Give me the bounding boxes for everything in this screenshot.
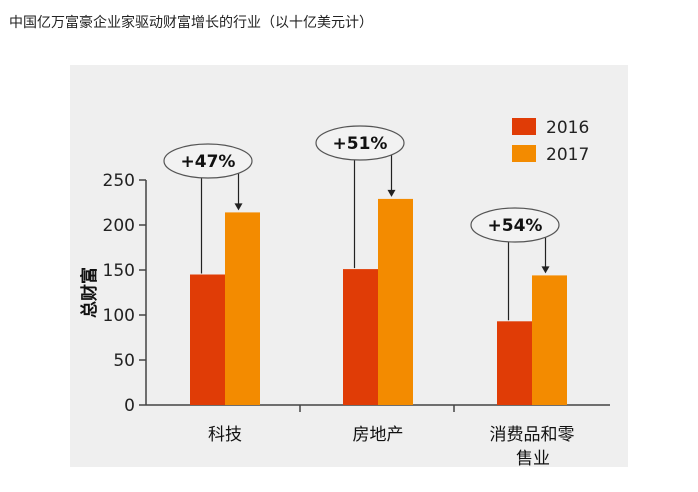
- y-tick-label: 50: [113, 351, 135, 371]
- legend-label: 2016: [546, 118, 589, 138]
- x-category-label: 科技: [208, 425, 242, 445]
- y-tick-label: 150: [103, 261, 135, 281]
- callout-percent-label: +47%: [181, 152, 236, 172]
- callout-arrow-head: [387, 189, 396, 197]
- y-tick-label: 200: [103, 216, 135, 236]
- page-title: 中国亿万富豪企业家驱动财富增长的行业（以十亿美元计）: [9, 15, 373, 31]
- x-category-label: 消费品和零: [490, 425, 575, 445]
- callout-percent-label: +54%: [488, 216, 543, 236]
- bar-2016-3: [497, 321, 532, 405]
- callout-arrow-head: [541, 266, 550, 274]
- bar-2017-3: [532, 275, 567, 405]
- legend-label: 2017: [546, 145, 589, 165]
- callout-bubble: [163, 143, 253, 179]
- callout-bubble: [315, 125, 405, 161]
- bar-2016-2: [343, 269, 378, 405]
- bar-2017-1: [225, 212, 260, 405]
- y-tick-label: 100: [103, 306, 135, 326]
- legend-swatch-2017: [512, 145, 536, 162]
- callout-arrow-head: [234, 203, 243, 211]
- bar-2017-2: [378, 198, 413, 405]
- y-tick-label: 0: [124, 396, 135, 416]
- x-category-label: 房地产: [353, 425, 404, 445]
- callout-percent-label: +51%: [333, 134, 388, 154]
- x-category-label: 售业: [516, 449, 550, 467]
- chart-panel: 0 50 100 150 200 250 总财富科技 +47% 房地产 +51% 消费品和零售业 +5…: [70, 65, 628, 467]
- legend-swatch-2016: [512, 118, 536, 135]
- callout-bubble: [470, 207, 560, 243]
- bar-2016-1: [190, 274, 225, 405]
- y-axis-label: 总财富: [79, 267, 100, 318]
- y-tick-label: 250: [103, 171, 135, 191]
